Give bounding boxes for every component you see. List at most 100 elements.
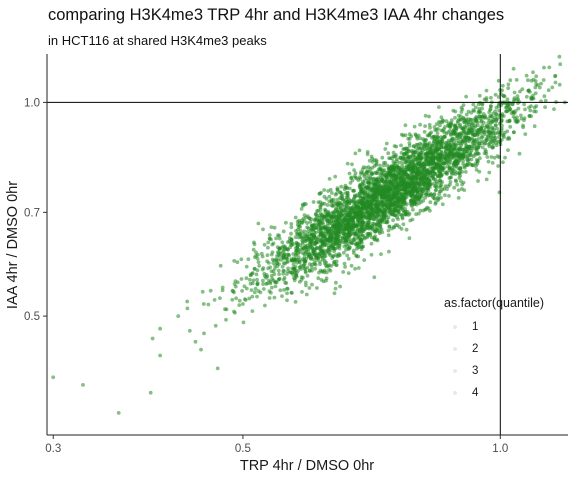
data-point: [256, 221, 261, 226]
data-point: [391, 150, 396, 155]
data-point: [300, 247, 305, 252]
data-point: [484, 96, 489, 100]
data-point: [453, 172, 458, 176]
data-point: [378, 163, 382, 168]
data-point: [438, 154, 442, 159]
data-point: [473, 105, 478, 110]
data-point: [223, 307, 227, 311]
data-point: [387, 249, 391, 254]
data-point: [330, 191, 334, 195]
data-point: [508, 78, 513, 83]
data-point: [304, 283, 308, 288]
data-point: [425, 154, 430, 159]
data-point: [271, 241, 276, 246]
data-point: [447, 143, 452, 147]
data-point: [371, 196, 375, 201]
data-point: [316, 208, 320, 213]
data-point: [353, 203, 358, 208]
data-point: [421, 165, 426, 170]
data-point: [273, 284, 278, 289]
data-point: [508, 124, 513, 129]
data-point: [321, 251, 325, 256]
legend-label: 2: [472, 343, 479, 355]
data-point: [381, 163, 386, 168]
data-point: [492, 127, 496, 132]
data-point: [304, 215, 308, 220]
data-point: [313, 246, 318, 251]
data-point: [269, 273, 274, 278]
data-point: [332, 262, 336, 266]
data-point: [407, 143, 412, 148]
legend-item: 3: [444, 360, 544, 382]
data-point: [427, 122, 432, 127]
data-point: [285, 291, 289, 296]
data-point: [391, 171, 396, 175]
data-point: [422, 139, 426, 143]
legend-item: 2: [444, 338, 544, 360]
data-point: [436, 162, 441, 167]
data-point: [461, 103, 466, 107]
data-point: [334, 259, 339, 264]
data-point: [385, 192, 390, 197]
data-point: [464, 94, 468, 99]
data-point: [523, 107, 527, 112]
data-point: [295, 244, 300, 249]
data-point: [403, 123, 408, 128]
data-point: [413, 150, 418, 154]
data-point: [234, 296, 239, 301]
data-point: [427, 178, 431, 182]
data-point: [483, 141, 488, 146]
data-point: [398, 187, 403, 192]
data-point: [250, 281, 255, 286]
data-point: [255, 281, 260, 285]
data-point: [406, 136, 411, 141]
data-point: [281, 261, 286, 266]
data-point: [401, 147, 406, 152]
data-point: [428, 125, 432, 130]
data-point: [401, 222, 406, 227]
data-point: [553, 73, 558, 78]
data-point: [413, 197, 418, 202]
data-point: [334, 238, 338, 242]
data-point: [261, 227, 265, 232]
data-point: [350, 162, 354, 167]
data-point: [550, 85, 555, 90]
data-point: [432, 137, 437, 142]
data-point: [383, 189, 388, 194]
data-point: [324, 250, 329, 255]
data-point: [296, 228, 300, 232]
data-point: [412, 154, 417, 159]
data-point: [356, 178, 361, 183]
data-point: [557, 54, 562, 59]
data-point: [202, 331, 206, 336]
data-point: [338, 190, 343, 195]
data-point: [269, 225, 274, 230]
data-point: [505, 97, 510, 102]
data-point: [439, 115, 444, 120]
data-point: [281, 269, 286, 273]
data-point: [285, 298, 289, 303]
data-point: [232, 282, 237, 286]
data-point: [320, 232, 325, 236]
data-point: [362, 258, 367, 262]
data-point: [352, 188, 356, 193]
data-point: [255, 256, 260, 261]
data-point: [353, 266, 357, 271]
data-point: [397, 225, 402, 229]
data-point: [418, 208, 423, 213]
data-point: [449, 121, 454, 126]
data-point: [417, 172, 422, 176]
data-point: [265, 253, 270, 258]
data-point: [261, 287, 266, 291]
data-point: [434, 184, 438, 189]
data-point: [292, 278, 297, 283]
data-point: [479, 118, 484, 123]
data-point: [309, 223, 314, 228]
data-point: [522, 118, 526, 123]
data-point: [269, 290, 273, 295]
data-point: [346, 256, 351, 261]
data-point: [270, 285, 274, 290]
data-point: [296, 258, 300, 262]
data-point: [271, 269, 276, 273]
data-point: [515, 94, 520, 98]
